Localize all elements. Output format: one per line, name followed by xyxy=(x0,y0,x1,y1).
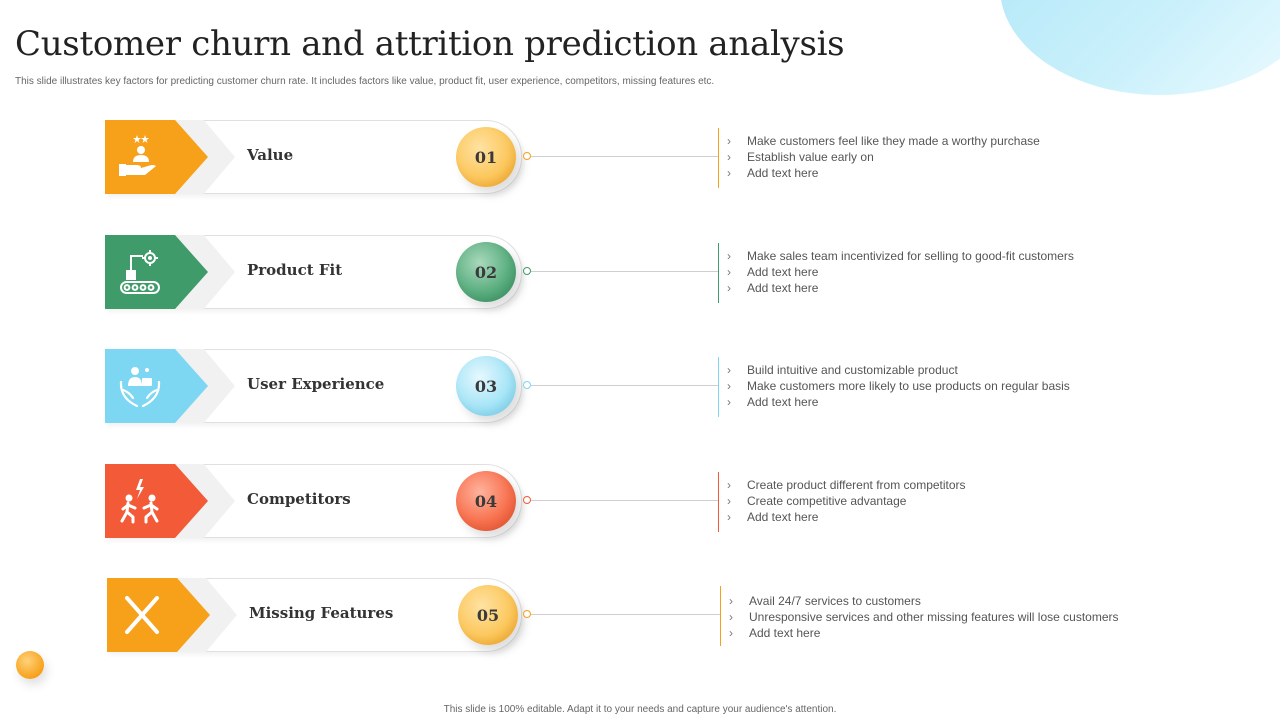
bullet-item: › Create product different from competito… xyxy=(727,478,966,492)
factor-number-badge: 03 xyxy=(456,356,516,416)
bullet-item: › Create competitive advantage xyxy=(727,494,907,508)
factor-number-badge: 01 xyxy=(456,127,516,187)
bullet-item: › Add text here xyxy=(729,626,821,640)
factor-row-missing-features: Missing Features 05 › Avail 24/7 services… xyxy=(0,578,1280,654)
bullet-item: › Add text here xyxy=(727,166,819,180)
bullet-item: › Establish value early on xyxy=(727,150,874,164)
connector-dot xyxy=(523,152,531,160)
bullet-item: › Add text here xyxy=(727,510,819,524)
connector-dot xyxy=(523,610,531,618)
decorative-dot xyxy=(16,651,44,679)
connector-dot xyxy=(523,267,531,275)
chevron-right-icon: › xyxy=(729,626,733,640)
factor-bullet-list: › Create product different from competito… xyxy=(727,477,966,525)
decorative-blob xyxy=(1000,0,1280,95)
chevron-right-icon: › xyxy=(727,379,731,393)
factor-number-badge: 02 xyxy=(456,242,516,302)
chevron-right-icon: › xyxy=(727,265,731,279)
factor-title: Competitors xyxy=(247,490,351,508)
factor-title: User Experience xyxy=(247,375,385,393)
connector-dot xyxy=(523,381,531,389)
bullet-item: › Unresponsive services and other missing… xyxy=(729,610,1119,624)
factor-number-badge: 05 xyxy=(458,585,518,645)
chevron-right-icon: › xyxy=(727,363,731,377)
chevron-right-icon: › xyxy=(727,166,731,180)
accent-divider xyxy=(718,472,719,532)
chevron-right-icon: › xyxy=(729,610,733,624)
chevron-right-icon: › xyxy=(727,281,731,295)
connector-line xyxy=(531,156,718,157)
chevron-right-icon: › xyxy=(727,249,731,263)
connector-line xyxy=(531,385,718,386)
chevron-right-icon: › xyxy=(729,594,733,608)
factor-bullet-list: › Avail 24/7 services to customers › Unres… xyxy=(729,593,1119,641)
connector-line xyxy=(531,271,718,272)
connector-dot xyxy=(523,496,531,504)
factor-title: Product Fit xyxy=(247,261,343,279)
chevron-right-icon: › xyxy=(727,134,731,148)
factor-title: Missing Features xyxy=(249,604,394,622)
accent-divider xyxy=(720,586,721,646)
bullet-item: › Add text here xyxy=(727,265,819,279)
slide-subtitle: This slide illustrates key factors for p… xyxy=(15,76,715,87)
bullet-item: › Add text here xyxy=(727,281,819,295)
chevron-right-icon: › xyxy=(727,494,731,508)
conveyor-robot-arm-icon xyxy=(120,250,160,294)
slide-title: Customer churn and attrition prediction … xyxy=(15,24,845,64)
chevron-right-icon: › xyxy=(727,510,731,524)
cross-x-icon xyxy=(125,596,159,634)
slide-footer: This slide is 100% editable. Adapt it to… xyxy=(443,704,837,715)
bullet-item: › Make customers more likely to use produ… xyxy=(727,379,1070,393)
bullet-item: › Build intuitive and customizable produc… xyxy=(727,363,958,377)
factor-row-value: Value 01 › Make customers feel like they … xyxy=(0,120,1280,196)
factor-bullet-list: › Build intuitive and customizable produc… xyxy=(727,362,1070,410)
factor-bullet-list: › Make sales team incentivized for sellin… xyxy=(727,248,1074,296)
chevron-right-icon: › xyxy=(727,150,731,164)
accent-divider xyxy=(718,357,719,417)
chevron-right-icon: › xyxy=(727,395,731,409)
bullet-item: › Add text here xyxy=(727,395,819,409)
bullet-item: › Make sales team incentivized for sellin… xyxy=(727,249,1074,263)
accent-divider xyxy=(718,243,719,303)
factor-title: Value xyxy=(247,146,294,164)
factor-bullet-list: › Make customers feel like they made a wo… xyxy=(727,133,1040,181)
competing-runners-icon xyxy=(120,479,159,524)
value-hand-person-stars-icon xyxy=(119,135,156,176)
factor-number-badge: 04 xyxy=(456,471,516,531)
connector-line xyxy=(531,500,718,501)
factor-row-product-fit: Product Fit 02 › Make sales team incentiv… xyxy=(0,235,1280,311)
factor-row-user-experience: User Experience 03 › Build intuitive and … xyxy=(0,349,1280,425)
hands-holding-user-icon xyxy=(119,367,161,408)
bullet-item: › Avail 24/7 services to customers xyxy=(729,594,921,608)
chevron-right-icon: › xyxy=(727,478,731,492)
factor-row-competitors: Competitors 04 › Create product different… xyxy=(0,464,1280,540)
connector-line xyxy=(531,614,720,615)
bullet-item: › Make customers feel like they made a wo… xyxy=(727,134,1040,148)
accent-divider xyxy=(718,128,719,188)
